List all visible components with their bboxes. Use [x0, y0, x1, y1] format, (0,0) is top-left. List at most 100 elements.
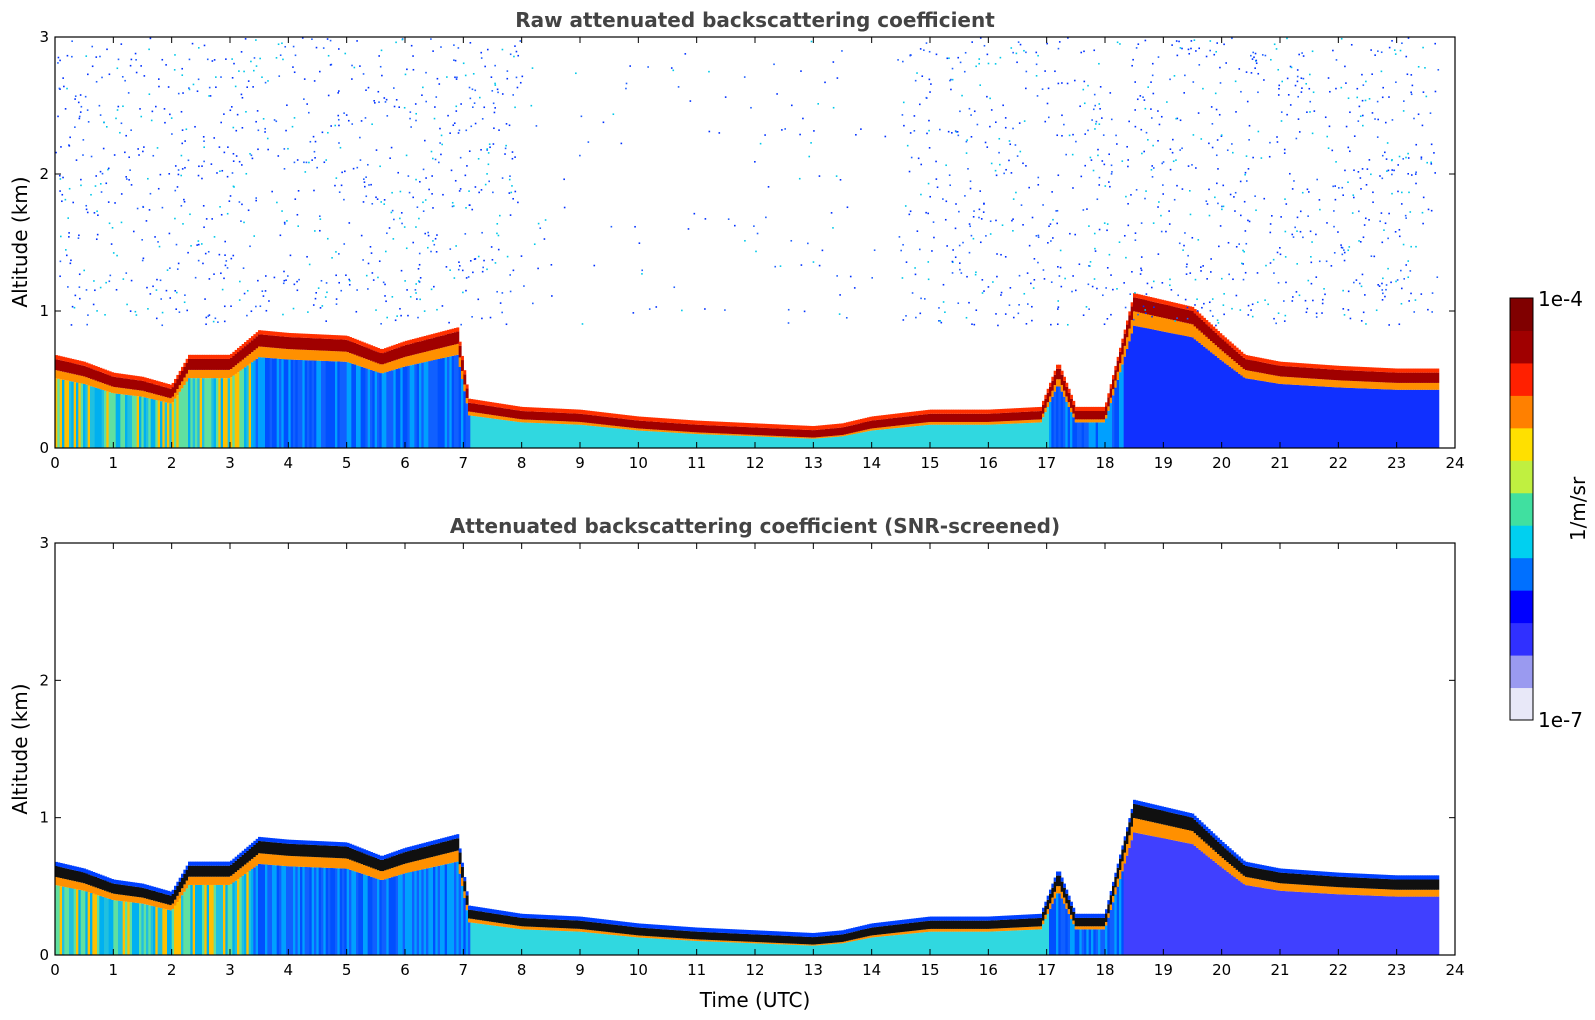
noise-speckle	[386, 115, 389, 117]
heat-cell-mixed-layer	[1329, 386, 1332, 448]
noise-speckle	[1188, 52, 1191, 55]
noise-speckle	[186, 309, 189, 312]
noise-speckle	[70, 324, 73, 326]
noise-speckle	[1341, 186, 1344, 189]
noise-speckle	[962, 241, 964, 244]
heat-cell-rim	[890, 414, 894, 419]
noise-speckle	[1370, 49, 1372, 51]
heat-cell-rim	[73, 866, 77, 871]
heat-cell-transition	[496, 415, 499, 420]
heat-cell-rim	[197, 354, 201, 359]
noise-speckle	[356, 40, 358, 42]
heat-cell-aerosol-top	[1245, 359, 1248, 371]
heat-cell-aerosol-top	[1214, 332, 1218, 346]
noise-speckle	[459, 156, 462, 159]
heat-cell-rim	[260, 330, 264, 335]
heat-cell-transition	[1004, 421, 1008, 424]
noise-speckle	[1379, 175, 1381, 177]
heat-cell-transition	[160, 395, 163, 402]
heat-cell-transition	[97, 381, 100, 389]
heat-cell-aerosol-top	[318, 845, 322, 858]
heat-cell-transition	[1343, 380, 1346, 388]
noise-speckle	[1134, 81, 1137, 83]
noise-speckle	[115, 117, 117, 120]
heat-cell-mixed-layer	[393, 369, 397, 448]
noise-speckle	[379, 165, 381, 168]
heat-cell-rim	[1333, 365, 1337, 370]
heat-cell-aerosol-top	[386, 351, 390, 363]
noise-speckle	[94, 289, 96, 292]
heat-cell-mixed-layer	[1056, 386, 1059, 448]
x-tick-label: 18	[1095, 454, 1114, 472]
heat-cell-mixed-layer	[1263, 381, 1267, 448]
noise-speckle	[1150, 286, 1153, 289]
noise-speckle	[1216, 319, 1219, 322]
heat-cell-transition	[722, 433, 726, 436]
noise-speckle	[1098, 228, 1101, 231]
noise-speckle	[1185, 266, 1188, 268]
noise-speckle	[964, 195, 966, 197]
noise-speckle	[224, 254, 226, 256]
heat-cell-aerosol-top	[792, 429, 796, 437]
heat-cell-aerosol-top	[993, 413, 996, 422]
heat-cell-rim	[708, 421, 712, 426]
heat-cell-mixed-layer	[1308, 385, 1311, 448]
heat-cell-transition	[1058, 379, 1062, 387]
heat-cell-aerosol-top	[1028, 411, 1031, 420]
heat-cell-rim	[433, 333, 436, 338]
noise-speckle	[264, 81, 267, 84]
heat-cell-rim	[624, 414, 628, 420]
heat-cell-mixed-layer	[118, 900, 121, 955]
noise-speckle	[971, 323, 973, 326]
heat-cell-mixed-layer	[428, 361, 432, 448]
heat-cell-transition	[752, 434, 756, 437]
heat-cell-rim	[120, 373, 124, 378]
noise-speckle	[257, 129, 260, 132]
heat-cell-mixed-layer	[76, 889, 79, 955]
noise-speckle	[1008, 140, 1011, 142]
heat-cell-mixed-layer	[944, 424, 947, 448]
noise-speckle	[160, 298, 162, 300]
noise-speckle	[1137, 43, 1140, 45]
heat-cell-aerosol-top	[694, 424, 698, 433]
heat-cell-rim	[603, 412, 607, 417]
heat-cell-rim	[185, 358, 189, 363]
noise-speckle	[480, 57, 483, 59]
heat-cell-mixed-layer	[1007, 423, 1010, 448]
noise-speckle	[1324, 116, 1327, 119]
heat-cell-rim	[288, 332, 292, 338]
noise-speckle	[1361, 73, 1363, 76]
heat-cell-rim	[820, 425, 824, 430]
noise-speckle	[253, 235, 256, 237]
heat-cell-mixed-layer	[353, 364, 357, 448]
noise-speckle	[1384, 295, 1386, 298]
heat-cell-rim	[1240, 351, 1244, 356]
heat-cell-mixed-layer	[1210, 352, 1213, 448]
noise-speckle	[177, 262, 180, 265]
heat-cell-transition	[897, 425, 901, 428]
noise-speckle	[462, 62, 465, 65]
heat-cell-mixed-layer	[1431, 389, 1435, 448]
heat-cell-aerosol-top	[344, 339, 348, 352]
noise-speckle	[925, 96, 928, 99]
heat-cell-mixed-layer	[1144, 328, 1148, 448]
heat-cell-rim	[1168, 301, 1171, 306]
noise-speckle	[951, 132, 953, 134]
heat-cell-rim	[307, 840, 310, 845]
heat-cell-mixed-layer	[1289, 384, 1293, 448]
noise-speckle	[1093, 232, 1096, 235]
noise-speckle	[1431, 311, 1433, 313]
heat-cell-rim	[76, 866, 79, 871]
heat-cell-aerosol-top	[619, 418, 623, 427]
heat-cell-rim	[225, 861, 229, 866]
heat-cell-rim	[787, 424, 791, 430]
heat-cell-rim	[269, 837, 273, 843]
noise-speckle	[1169, 168, 1172, 171]
noise-speckle	[1195, 167, 1197, 169]
noise-speckle	[704, 308, 706, 310]
heat-cell-rim	[365, 343, 369, 348]
heat-cell-transition	[1175, 320, 1178, 335]
noise-speckle	[344, 170, 346, 173]
noise-speckle	[283, 223, 286, 225]
noise-speckle	[976, 123, 979, 126]
